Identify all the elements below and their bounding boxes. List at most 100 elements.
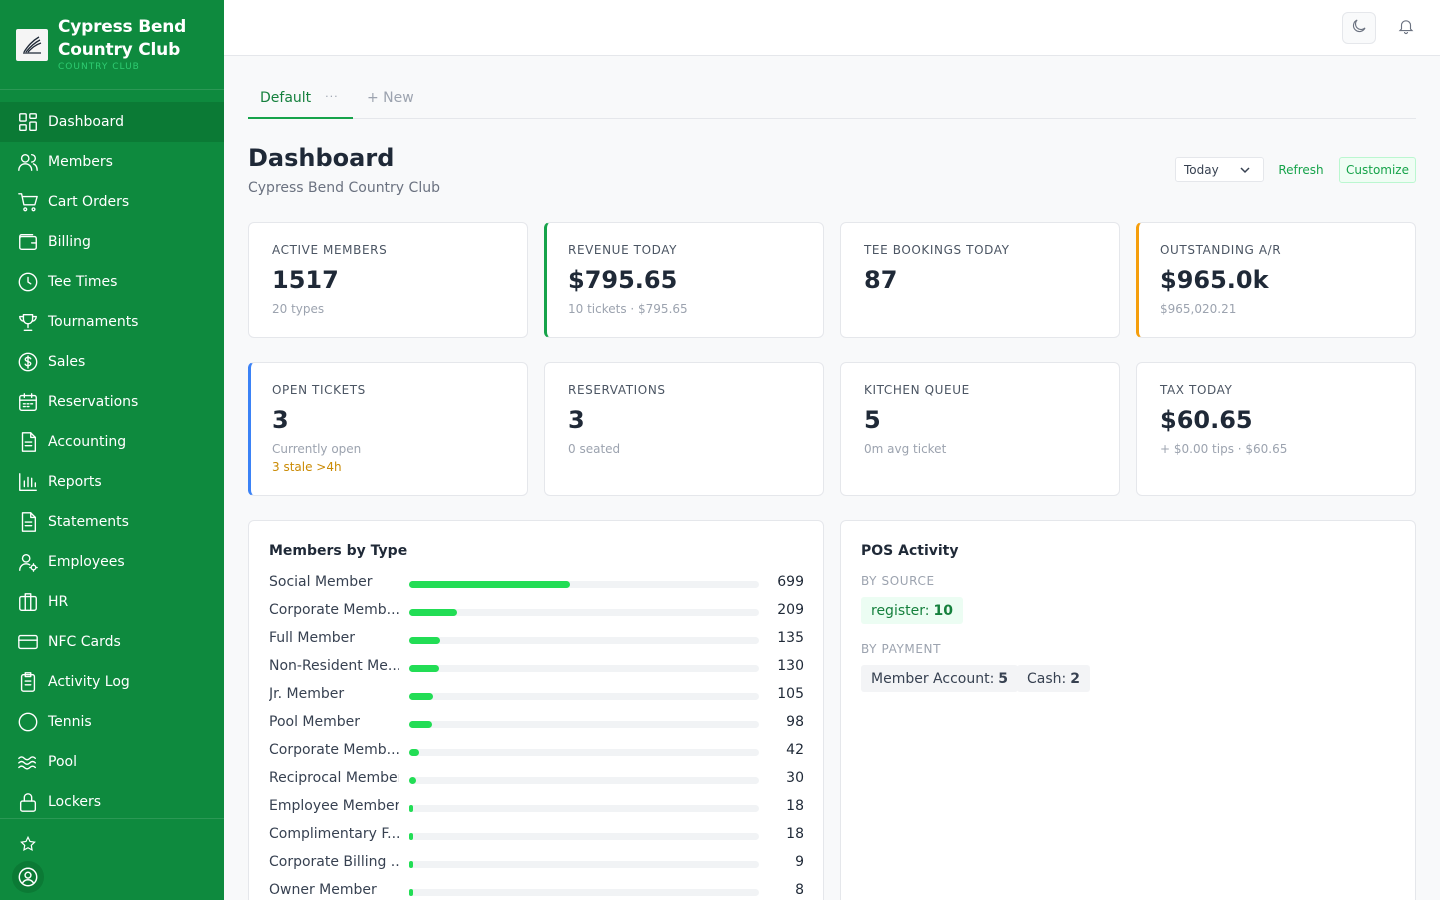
member-type-row[interactable]: Corporate Billing ... 9: [269, 853, 809, 873]
stat-card-kitchen-queue[interactable]: KITCHEN QUEUE 5 0m avg ticket: [840, 362, 1120, 496]
sidebar-item-label: Tournaments: [48, 314, 139, 330]
member-type-name: Pool Member: [269, 714, 360, 730]
member-type-row[interactable]: Employee Member 18: [269, 797, 809, 817]
member-type-bar-track: [409, 777, 759, 784]
stat-value: $795.65: [568, 266, 678, 294]
stat-label: REVENUE TODAY: [568, 243, 678, 257]
member-type-name: Social Member: [269, 574, 373, 590]
member-type-name: Corporate Memb...: [269, 602, 399, 618]
member-type-count: 209: [777, 602, 804, 618]
sidebar-item-label: Accounting: [48, 434, 127, 450]
by-payment-label: BY PAYMENT: [861, 642, 942, 656]
tab-default[interactable]: Default ···: [248, 80, 353, 119]
refresh-button[interactable]: Refresh: [1278, 162, 1324, 177]
stat-label: RESERVATIONS: [568, 383, 666, 397]
stat-card-tee-bookings[interactable]: TEE BOOKINGS TODAY 87: [840, 222, 1120, 338]
brand-name-line2: Country Club: [58, 40, 181, 60]
stat-card-open-tickets[interactable]: OPEN TICKETS 3 Currently open 3 stale >4…: [248, 362, 528, 496]
member-type-row[interactable]: Full Member 135: [269, 629, 809, 649]
grid-icon: [16, 110, 40, 134]
sidebar-item-tee-times[interactable]: Tee Times: [0, 262, 224, 302]
stat-value: 3: [568, 406, 585, 434]
member-type-bar: [409, 721, 432, 728]
member-type-row[interactable]: Social Member 699: [269, 573, 809, 593]
member-type-row[interactable]: Pool Member 98: [269, 713, 809, 733]
customize-button[interactable]: Customize: [1339, 157, 1416, 183]
member-type-count: 105: [777, 686, 804, 702]
brand[interactable]: Cypress Bend Country Club COUNTRY CLUB: [0, 0, 224, 90]
member-type-count: 98: [786, 714, 804, 730]
sidebar-item-activity-log[interactable]: Activity Log: [0, 662, 224, 702]
member-type-row[interactable]: Reciprocal Member 30: [269, 769, 809, 789]
member-type-row[interactable]: Owner Member 8: [269, 881, 809, 900]
dashboard-tabs: Default ··· + New: [248, 56, 1416, 119]
tab-new-button[interactable]: + New: [367, 90, 414, 106]
sidebar-item-label: Billing: [48, 234, 91, 250]
sidebar-item-accounting[interactable]: Accounting: [0, 422, 224, 462]
stat-subtext: 0 seated: [568, 442, 621, 456]
club-logo-icon: [16, 29, 48, 61]
sidebar-item-reports[interactable]: Reports: [0, 462, 224, 502]
member-type-row[interactable]: Corporate Memb... 209: [269, 601, 809, 621]
member-type-bar-track: [409, 637, 759, 644]
member-type-name: Full Member: [269, 630, 355, 646]
sidebar-item-hr[interactable]: HR: [0, 582, 224, 622]
sidebar-item-tennis[interactable]: Tennis: [0, 702, 224, 742]
stat-card-outstanding-ar[interactable]: OUTSTANDING A/R $965.0k $965,020.21: [1136, 222, 1416, 338]
sidebar-item-label: Statements: [48, 514, 129, 530]
member-type-row[interactable]: Jr. Member 105: [269, 685, 809, 705]
stat-card-tax-today[interactable]: TAX TODAY $60.65 + $0.00 tips · $60.65: [1136, 362, 1416, 496]
stat-label: ACTIVE MEMBERS: [272, 243, 388, 257]
sidebar-item-label: Reports: [48, 474, 102, 490]
star-icon[interactable]: [19, 835, 37, 853]
bar-chart-icon: [16, 470, 40, 494]
member-type-bar: [409, 609, 458, 616]
stat-card-active-members[interactable]: ACTIVE MEMBERS 1517 20 types: [248, 222, 528, 338]
member-type-bar: [409, 665, 439, 672]
dollar-icon: [16, 350, 40, 374]
date-range-value: Today: [1184, 162, 1219, 177]
sidebar-item-billing[interactable]: Billing: [0, 222, 224, 262]
briefcase-icon: [16, 590, 40, 614]
pos-activity-panel: POS Activity BY SOURCE register: 10 BY PA…: [840, 520, 1416, 900]
sidebar-item-employees[interactable]: Employees: [0, 542, 224, 582]
user-avatar-icon[interactable]: [12, 861, 44, 893]
date-range-select[interactable]: Today: [1175, 157, 1264, 182]
member-type-row[interactable]: Non-Resident Me... 130: [269, 657, 809, 677]
sidebar-item-members[interactable]: Members: [0, 142, 224, 182]
sidebar-item-sales[interactable]: Sales: [0, 342, 224, 382]
sidebar-item-tournaments[interactable]: Tournaments: [0, 302, 224, 342]
sidebar-item-statements[interactable]: Statements: [0, 502, 224, 542]
notifications-button[interactable]: [1390, 12, 1422, 44]
stale-tickets-warning: 3 stale >4h: [272, 460, 342, 474]
source-chip-label: register:: [871, 602, 930, 619]
tab-options-icon[interactable]: ···: [325, 90, 339, 103]
sidebar-item-label: Reservations: [48, 394, 139, 410]
credit-card-icon: [16, 630, 40, 654]
member-type-name: Reciprocal Member: [269, 770, 399, 786]
dark-mode-toggle[interactable]: [1342, 12, 1376, 44]
sidebar-item-label: Activity Log: [48, 674, 130, 690]
sidebar-item-cart-orders[interactable]: Cart Orders: [0, 182, 224, 222]
sidebar-item-label: Employees: [48, 554, 125, 570]
stat-subtext: 10 tickets · $795.65: [568, 302, 688, 316]
member-type-row[interactable]: Complimentary F... 18: [269, 825, 809, 845]
member-type-count: 130: [777, 658, 804, 674]
stat-subtext: $965,020.21: [1160, 302, 1237, 316]
stat-card-revenue-today[interactable]: REVENUE TODAY $795.65 10 tickets · $795.…: [544, 222, 824, 338]
sidebar-item-lockers[interactable]: Lockers: [0, 782, 224, 822]
member-type-row[interactable]: Corporate Memb... 42: [269, 741, 809, 761]
sidebar-item-dashboard[interactable]: Dashboard: [0, 102, 224, 142]
trophy-icon: [16, 310, 40, 334]
sidebar-item-nfc-cards[interactable]: NFC Cards: [0, 622, 224, 662]
stat-subtext: 0m avg ticket: [864, 442, 947, 456]
panel-title: Members by Type: [269, 543, 408, 559]
stat-label: KITCHEN QUEUE: [864, 383, 970, 397]
sidebar-item-reservations[interactable]: Reservations: [0, 382, 224, 422]
stat-card-reservations[interactable]: RESERVATIONS 3 0 seated: [544, 362, 824, 496]
sidebar-item-pool[interactable]: Pool: [0, 742, 224, 782]
main-content: Default ··· + New Dashboard Cypress Bend…: [248, 56, 1416, 900]
brand-name-line1: Cypress Bend: [58, 17, 187, 37]
stat-subtext: Currently open: [272, 442, 362, 456]
sidebar-footer: [0, 818, 224, 900]
